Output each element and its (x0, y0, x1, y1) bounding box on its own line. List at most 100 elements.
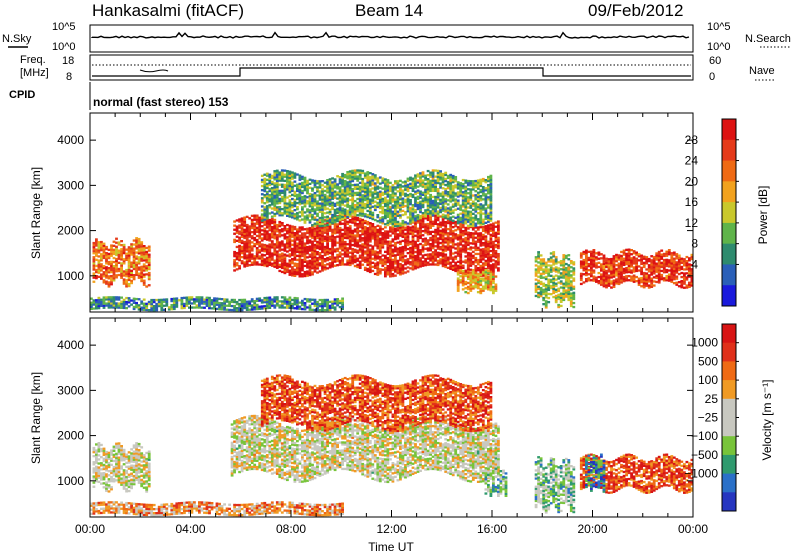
data-cell (363, 186, 367, 189)
data-cell (685, 284, 689, 287)
data-cell (368, 268, 372, 272)
data-cell (476, 179, 480, 182)
data-cell (318, 194, 322, 197)
data-cell (353, 228, 357, 231)
data-cell (263, 194, 267, 197)
data-cell (474, 198, 478, 201)
data-cell (419, 265, 422, 268)
data-cell (446, 234, 450, 237)
data-cell (363, 196, 367, 200)
data-cell (386, 269, 390, 272)
data-cell (489, 197, 493, 200)
data-cell (127, 272, 131, 275)
data-cell (384, 210, 387, 214)
data-cell (361, 224, 365, 228)
data-cell (132, 247, 136, 250)
data-cell (361, 210, 365, 213)
data-cell (683, 260, 686, 263)
data-cell (326, 242, 329, 245)
data-cell (384, 238, 387, 241)
data-cell (469, 214, 473, 217)
data-cell (353, 248, 357, 251)
data-cell (630, 279, 633, 282)
data-cell (145, 273, 149, 276)
data-cell (361, 233, 365, 236)
data-cell (147, 261, 151, 264)
data-cell (441, 224, 445, 227)
data-cell (459, 227, 463, 230)
data-cell (547, 268, 551, 271)
data-cell (326, 244, 329, 248)
data-cell (238, 265, 241, 268)
data-cell (441, 262, 445, 266)
data-cell (371, 179, 375, 182)
data-cell (471, 216, 475, 220)
data-cell (615, 272, 618, 275)
data-cell (456, 277, 460, 280)
data-cell (439, 229, 442, 232)
data-cell (356, 243, 360, 246)
data-cell (145, 285, 149, 288)
data-cell (557, 269, 561, 272)
data-cell (373, 258, 377, 261)
data-cell (316, 182, 319, 185)
data-cell (142, 249, 146, 252)
data-cell (293, 272, 297, 275)
data-cell (389, 269, 392, 272)
data-cell (444, 198, 448, 201)
data-cell (547, 260, 551, 263)
data-cell (630, 269, 633, 272)
data-cell (235, 264, 239, 267)
data-cell (426, 192, 430, 195)
data-cell (253, 232, 257, 236)
data-cell (424, 237, 427, 240)
data-cell (273, 263, 277, 266)
data-cell (600, 279, 603, 282)
data-cell (615, 268, 618, 271)
data-cell (301, 273, 304, 276)
data-cell (424, 184, 427, 187)
data-cell (559, 294, 563, 297)
data-cell (260, 233, 264, 236)
data-cell (366, 235, 370, 238)
data-cell (657, 277, 661, 280)
data-cell (286, 170, 289, 173)
data-cell (288, 186, 292, 190)
data-cell (544, 263, 548, 266)
data-cell (610, 282, 613, 285)
data-cell (288, 273, 292, 276)
data-cell (356, 203, 360, 207)
data-cell (328, 204, 332, 207)
data-cell (293, 268, 297, 271)
data-cell (353, 210, 357, 213)
data-cell (293, 240, 297, 243)
data-cell (431, 261, 435, 264)
data-cell (356, 231, 360, 234)
data-cell (645, 278, 649, 281)
data-cell (110, 283, 113, 286)
data-cell (672, 282, 676, 285)
data-cell (270, 262, 274, 265)
data-cell (449, 224, 453, 228)
data-cell (363, 266, 367, 269)
data-cell (263, 260, 267, 263)
data-cell (429, 187, 432, 191)
data-cell (539, 272, 543, 275)
data-cell (278, 183, 282, 186)
data-cell (371, 183, 375, 186)
data-cell (298, 275, 302, 278)
data-cell (481, 274, 485, 277)
data-cell (431, 185, 435, 188)
data-cell (396, 229, 400, 232)
data-cell (291, 229, 294, 232)
data-cell (288, 172, 292, 175)
data-cell (356, 183, 360, 186)
data-cell (444, 261, 448, 264)
data-cell (399, 234, 402, 237)
data-cell (436, 192, 440, 195)
data-cell (147, 274, 151, 277)
data-cell (338, 186, 342, 189)
data-cell (338, 237, 342, 240)
data-cell (441, 183, 445, 186)
nsky-right-tick-top: 10^5 (707, 21, 731, 33)
